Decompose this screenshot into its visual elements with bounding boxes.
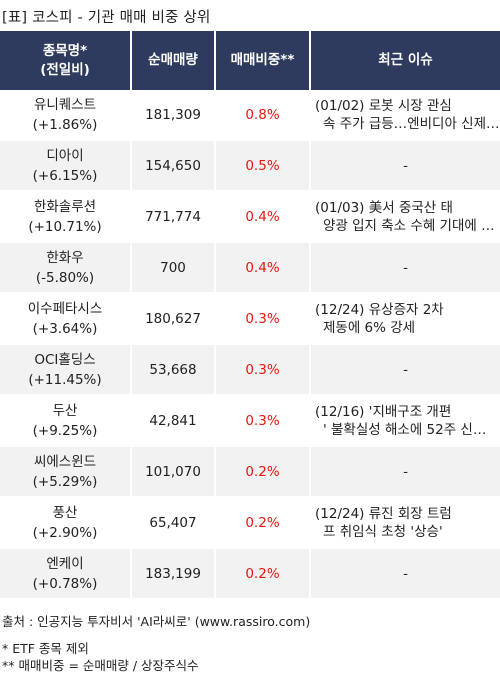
net-volume: 101,070 bbox=[131, 446, 216, 498]
issue-line: - bbox=[403, 157, 408, 174]
issue-line: 프 취임식 초청 '상승' bbox=[323, 523, 443, 540]
stock-name: 이수페타시스 bbox=[27, 300, 103, 317]
header-issue: 최근 이슈 bbox=[310, 31, 500, 90]
footnote-etf: * ETF 종목 제외 bbox=[2, 641, 89, 656]
stock-name: OCI홀딩스 bbox=[34, 351, 96, 368]
net-volume: 53,668 bbox=[131, 344, 216, 396]
table-header-row: 종목명* (전일비) 순매매량 매매비중** 최근 이슈 bbox=[0, 31, 500, 90]
issue-line: - bbox=[403, 259, 408, 276]
table-title: [표] 코스피 - 기관 매매 비중 상위 bbox=[2, 10, 211, 26]
table-row: 유니퀘스트 (+1.86%) 181,309 0.8% (01/02) 로봇 시장 관심… bbox=[0, 90, 500, 141]
trading-ratio: 0.2% bbox=[215, 497, 311, 549]
net-volume: 180,627 bbox=[131, 293, 216, 345]
stock-name-cell: OCI홀딩스 (+11.45%) bbox=[0, 344, 132, 396]
net-volume: 42,841 bbox=[131, 395, 216, 447]
recent-issue: - bbox=[310, 548, 500, 600]
issue-line: 제동에 6% 강세 bbox=[323, 319, 416, 336]
issue-line: - bbox=[403, 565, 408, 582]
table-row: 두산 (+9.25%) 42,841 0.3% (12/16) '지배구조 개편 ' 불확… bbox=[0, 395, 500, 447]
stock-change: (+1.86%) bbox=[32, 116, 98, 133]
recent-issue: - bbox=[310, 344, 500, 396]
stock-change: (+6.15%) bbox=[32, 167, 98, 184]
issue-line: (01/03) 美서 중국산 태 bbox=[315, 199, 453, 216]
stock-name-cell: 한화솔루션 (+10.71%) bbox=[0, 191, 132, 243]
stock-name-cell: 디아이 (+6.15%) bbox=[0, 140, 132, 192]
trading-ratio: 0.3% bbox=[215, 293, 311, 345]
source-note: 출처 : 인공지능 투자비서 'AI라씨로' (www.rassiro.com) bbox=[2, 614, 311, 629]
stock-name-cell: 씨에스윈드 (+5.29%) bbox=[0, 446, 132, 498]
trading-ratio: 0.2% bbox=[215, 446, 311, 498]
recent-issue: - bbox=[310, 140, 500, 192]
stock-name-cell: 유니퀘스트 (+1.86%) bbox=[0, 90, 132, 141]
trading-ratio: 0.3% bbox=[215, 344, 311, 396]
stock-name: 씨에스윈드 bbox=[33, 453, 97, 470]
table-row: 풍산 (+2.90%) 65,407 0.2% (12/24) 류진 회장 트럼 프 취임… bbox=[0, 497, 500, 549]
net-volume: 183,199 bbox=[131, 548, 216, 600]
stock-change: (+3.64%) bbox=[32, 320, 98, 337]
stock-change: (+11.45%) bbox=[28, 371, 102, 388]
stock-change: (+0.78%) bbox=[32, 575, 98, 592]
trading-ratio: 0.2% bbox=[215, 548, 311, 600]
net-volume: 700 bbox=[131, 242, 216, 294]
net-volume: 771,774 bbox=[131, 191, 216, 243]
recent-issue: (12/24) 유상증자 2차 제동에 6% 강세 bbox=[310, 293, 500, 345]
issue-line: - bbox=[403, 361, 408, 378]
issue-line: (12/16) '지배구조 개편 bbox=[315, 403, 452, 420]
institution-trading-table: 종목명* (전일비) 순매매량 매매비중** 최근 이슈 유니퀘스트 (+1.86… bbox=[0, 31, 500, 600]
stock-change: (+9.25%) bbox=[32, 422, 98, 439]
issue-line: ' 불확실성 해소에 52주 신… bbox=[323, 421, 487, 438]
stock-name: 엔케이 bbox=[46, 555, 84, 572]
stock-name-cell: 엔케이 (+0.78%) bbox=[0, 548, 132, 600]
recent-issue: (01/02) 로봇 시장 관심 속 주가 급등…엔비디아 신제… bbox=[310, 90, 500, 141]
stock-name-cell: 풍산 (+2.90%) bbox=[0, 497, 132, 549]
trading-ratio: 0.5% bbox=[215, 140, 311, 192]
table-row: 디아이 (+6.15%) 154,650 0.5% - bbox=[0, 140, 500, 192]
table-row: 이수페타시스 (+3.64%) 180,627 0.3% (12/24) 유상증자 2차… bbox=[0, 293, 500, 345]
recent-issue: (12/16) '지배구조 개편 ' 불확실성 해소에 52주 신… bbox=[310, 395, 500, 447]
net-volume: 181,309 bbox=[131, 90, 216, 141]
stock-change: (-5.80%) bbox=[35, 269, 95, 286]
table-row: 한화우 (-5.80%) 700 0.4% - bbox=[0, 242, 500, 294]
stock-change: (+5.29%) bbox=[32, 473, 98, 490]
stock-name: 디아이 bbox=[46, 147, 84, 164]
stock-name-cell: 한화우 (-5.80%) bbox=[0, 242, 132, 294]
recent-issue: (01/03) 美서 중국산 태 양광 입지 축소 수혜 기대에 … bbox=[310, 191, 500, 243]
issue-line: (01/02) 로봇 시장 관심 bbox=[315, 97, 452, 114]
header-ratio: 매매비중** bbox=[215, 31, 311, 90]
issue-line: - bbox=[403, 463, 408, 480]
table-row: 씨에스윈드 (+5.29%) 101,070 0.2% - bbox=[0, 446, 500, 498]
recent-issue: - bbox=[310, 242, 500, 294]
header-name-line2: (전일비) bbox=[40, 61, 90, 78]
stock-name: 두산 bbox=[52, 402, 78, 419]
issue-line: (12/24) 유상증자 2차 bbox=[315, 301, 444, 318]
footnote-ratio: ** 매매비중 = 순매매량 / 상장주식수 bbox=[2, 658, 199, 673]
net-volume: 65,407 bbox=[131, 497, 216, 549]
stock-name: 풍산 bbox=[52, 504, 78, 521]
net-volume: 154,650 bbox=[131, 140, 216, 192]
stock-name: 유니퀘스트 bbox=[33, 96, 97, 113]
stock-change: (+2.90%) bbox=[32, 524, 98, 541]
table-row: 한화솔루션 (+10.71%) 771,774 0.4% (01/03) 美서 중국산 … bbox=[0, 191, 500, 243]
issue-line: 속 주가 급등…엔비디아 신제… bbox=[323, 115, 500, 132]
table-row: 엔케이 (+0.78%) 183,199 0.2% - bbox=[0, 548, 500, 600]
trading-ratio: 0.4% bbox=[215, 191, 311, 243]
stock-name-cell: 이수페타시스 (+3.64%) bbox=[0, 293, 132, 345]
recent-issue: - bbox=[310, 446, 500, 498]
issue-line: (12/24) 류진 회장 트럼 bbox=[315, 505, 452, 522]
recent-issue: (12/24) 류진 회장 트럼 프 취임식 초청 '상승' bbox=[310, 497, 500, 549]
issue-line: 양광 입지 축소 수혜 기대에 … bbox=[323, 217, 495, 234]
stock-change: (+10.71%) bbox=[28, 218, 102, 235]
trading-ratio: 0.3% bbox=[215, 395, 311, 447]
stock-name: 한화우 bbox=[46, 249, 84, 266]
header-name: 종목명* (전일비) bbox=[0, 31, 132, 90]
header-name-line1: 종목명* bbox=[42, 42, 88, 59]
header-volume: 순매매량 bbox=[131, 31, 216, 90]
stock-name-cell: 두산 (+9.25%) bbox=[0, 395, 132, 447]
stock-name: 한화솔루션 bbox=[33, 198, 97, 215]
table-row: OCI홀딩스 (+11.45%) 53,668 0.3% - bbox=[0, 344, 500, 396]
trading-ratio: 0.8% bbox=[215, 90, 311, 141]
trading-ratio: 0.4% bbox=[215, 242, 311, 294]
